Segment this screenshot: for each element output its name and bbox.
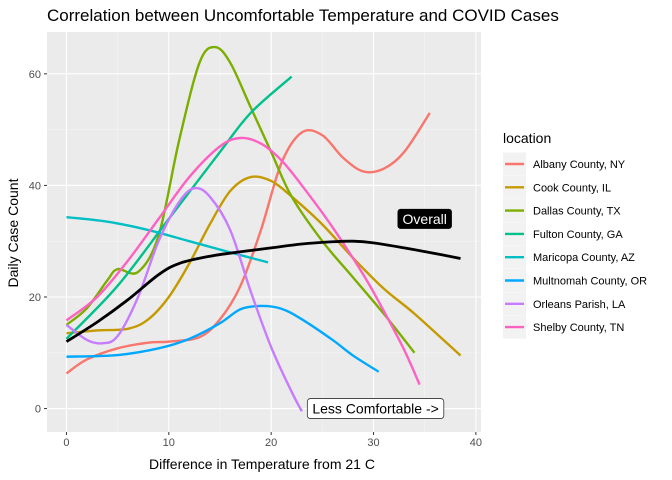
legend-label-dallas-county-tx: Dallas County, TX [533,206,621,218]
annotation-label-overall: Overall [403,211,447,227]
series-line-overall [65,239,461,343]
x-tick-label: 20 [265,437,277,449]
x-tick-label: 30 [367,437,379,449]
series-line-dallas-county-tx [65,45,416,354]
x-tick-label: 40 [470,437,482,449]
legend-label-cook-county-il: Cook County, IL [533,182,611,194]
series-line-shelby-county-tn [65,136,421,386]
y-tick-label: 40 [29,180,41,192]
chart-title: Correlation between Uncomfortable Temper… [47,6,559,25]
series-line-cook-county-il [66,175,462,357]
x-axis-title: Difference in Temperature from 21 C [149,456,375,472]
y-tick-label: 20 [29,292,41,304]
series-layer [65,45,462,412]
legend-label-orleans-parish-la: Orleans Parish, LA [533,299,626,311]
grid-minor [47,32,481,432]
legend-label-multnomah-county-or: Multnomah County, OR [533,276,647,288]
series-line-multnomah-county-or [66,304,380,373]
legend-title: location [503,130,551,146]
annotation-box-less-comfortable [306,398,445,419]
legend-label-fulton-county-ga: Fulton County, GA [533,229,623,241]
series-line-fulton-county-ga [65,75,293,340]
axis-layer: 0 10 20 30 40 0 20 40 60 [29,69,482,449]
legend: location Albany County, NY Cook County, I… [503,130,647,339]
y-tick-label: 60 [29,69,41,81]
y-axis-title: Daily Case Count [5,178,21,287]
plot-panel [47,32,481,432]
annotation-box-overall [397,208,452,229]
annotation-label-less-comfortable: Less Comfortable -> [312,401,438,417]
series-line-albany-county-ny [65,112,431,375]
annotation-layer: Overall Less Comfortable -> [306,208,452,419]
x-tick-label: 0 [63,437,69,449]
y-tick-label: 0 [35,404,41,416]
legend-label-albany-county-ny: Albany County, NY [533,159,626,171]
legend-label-maricopa-county-az: Maricopa County, AZ [533,252,635,264]
x-tick-label: 10 [163,437,175,449]
legend-label-shelby-county-tn: Shelby County, TN [533,322,624,334]
series-line-orleans-parish-la [65,186,303,412]
